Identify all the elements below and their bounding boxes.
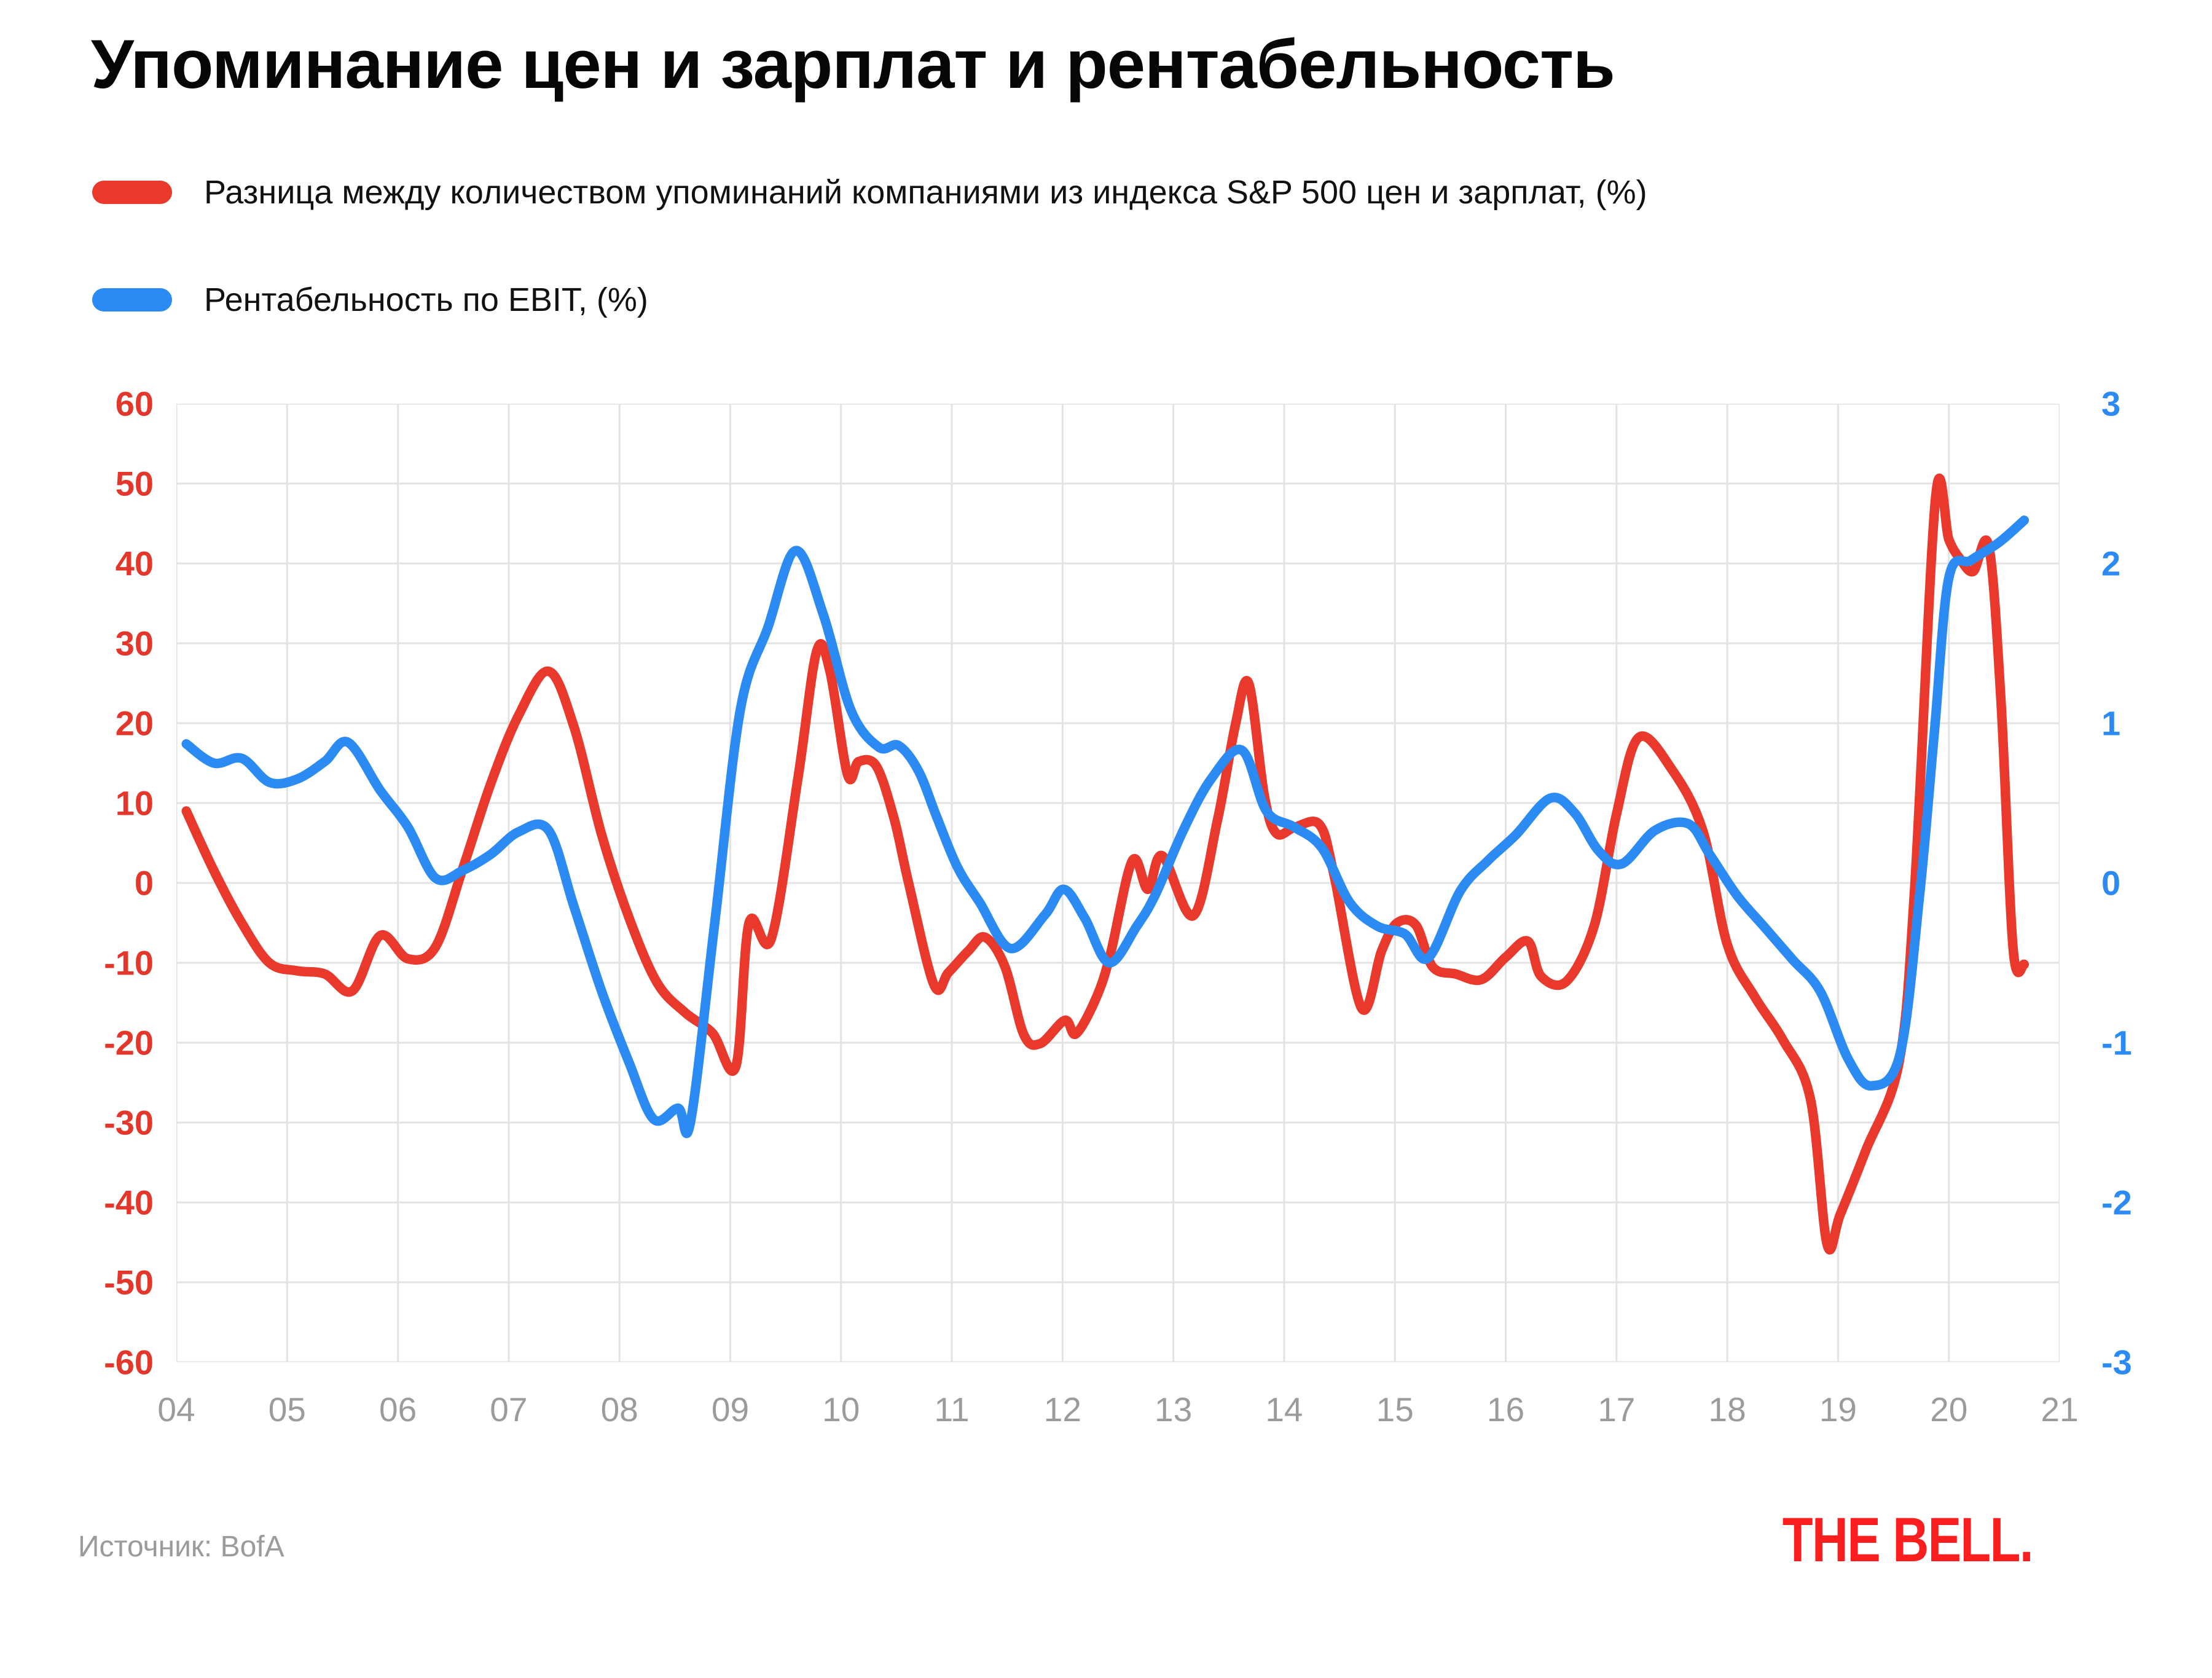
legend-swatch-red xyxy=(92,181,172,204)
xtick-label: 06 xyxy=(378,1390,417,1429)
ytick-left-label: -30 xyxy=(104,1103,154,1142)
ytick-left-label: 10 xyxy=(115,783,154,823)
ytick-left-label: -20 xyxy=(104,1023,154,1062)
legend-label-ebit: Рентабельность по EBIT, (%) xyxy=(204,281,648,318)
xtick-label: 20 xyxy=(1930,1390,1968,1429)
xtick-label: 09 xyxy=(711,1390,750,1429)
legend-label-mentions: Разница между количеством упоминаний ком… xyxy=(204,174,1647,211)
the-bell-logo: THE BELL. xyxy=(1782,1505,2034,1575)
ytick-left-label: 60 xyxy=(115,384,154,423)
xtick-label: 07 xyxy=(490,1390,528,1429)
ytick-right-label: 3 xyxy=(2101,384,2121,423)
xtick-label: 16 xyxy=(1486,1390,1525,1429)
xtick-label: 17 xyxy=(1598,1390,1636,1429)
xtick-label: 10 xyxy=(822,1390,860,1429)
xtick-label: 11 xyxy=(934,1390,970,1429)
xtick-label: 21 xyxy=(2041,1390,2079,1429)
ytick-right-label: -2 xyxy=(2101,1183,2132,1222)
xtick-label: 05 xyxy=(268,1390,306,1429)
ytick-right-label: 2 xyxy=(2101,544,2121,583)
xtick-label: 13 xyxy=(1155,1390,1193,1429)
ytick-left-label: 50 xyxy=(115,464,154,503)
xtick-label: 14 xyxy=(1265,1390,1303,1429)
series-line-mentions xyxy=(181,473,2030,1255)
source-note: Источник: BofA xyxy=(78,1531,284,1563)
plot-area xyxy=(176,404,2060,1362)
xtick-label: 18 xyxy=(1708,1390,1746,1429)
xtick-label: 15 xyxy=(1376,1390,1414,1429)
series-line-ebit xyxy=(181,516,2030,1139)
ytick-left-label: -50 xyxy=(104,1263,154,1302)
ytick-right-label: 0 xyxy=(2101,863,2121,903)
legend-item-ebit: Рентабельность по EBIT, (%) xyxy=(92,281,648,319)
ytick-left-label: 20 xyxy=(115,704,154,743)
ytick-left-label: -60 xyxy=(104,1343,154,1382)
xtick-label: 19 xyxy=(1819,1390,1857,1429)
legend-item-mentions: Разница между количеством упоминаний ком… xyxy=(92,173,1647,211)
xtick-label: 12 xyxy=(1043,1390,1081,1429)
ytick-left-label: -10 xyxy=(104,943,154,982)
ytick-left-label: 30 xyxy=(115,624,154,663)
xtick-label: 08 xyxy=(600,1390,638,1429)
ytick-right-label: -3 xyxy=(2101,1343,2132,1382)
ytick-left-label: -40 xyxy=(104,1183,154,1222)
ytick-right-label: -1 xyxy=(2101,1023,2132,1062)
page-title: Упоминание цен и зарплат и рентабельност… xyxy=(91,26,1615,103)
ytick-right-label: 1 xyxy=(2101,704,2121,743)
ytick-left-label: 40 xyxy=(115,544,154,583)
ytick-left-label: 0 xyxy=(134,863,154,903)
xtick-label: 04 xyxy=(157,1390,195,1429)
legend-swatch-blue xyxy=(92,288,172,312)
